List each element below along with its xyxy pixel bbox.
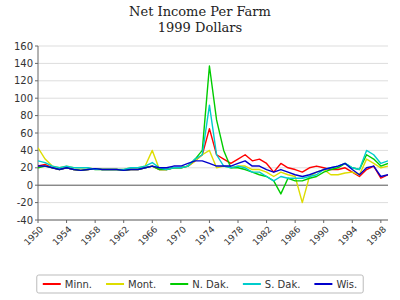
legend-label: Wis. — [336, 279, 357, 290]
legend-swatch — [243, 283, 261, 285]
legend-item: Minn. — [43, 279, 92, 290]
lines — [38, 66, 388, 203]
x-tick — [266, 220, 267, 223]
y-tick-label: 100 — [14, 93, 33, 104]
legend-label: N. Dak. — [192, 279, 229, 290]
x-tick-label: 1982 — [251, 224, 274, 247]
x-tick-label: 1950 — [22, 224, 45, 247]
x-tick-label: 1970 — [165, 224, 188, 247]
legend-item: S. Dak. — [243, 279, 301, 290]
legend-box — [37, 275, 363, 293]
legend-item: Wis. — [314, 279, 357, 290]
x-tick — [352, 220, 353, 223]
title-line: 1999 Dollars — [158, 20, 242, 35]
legend-swatch — [314, 283, 332, 285]
x-axis-line — [38, 220, 388, 221]
legend-item: N. Dak. — [170, 279, 229, 290]
y-tick-label: 40 — [20, 145, 33, 156]
series-line — [38, 66, 388, 194]
legend-label: Mont. — [128, 279, 156, 290]
grid-line — [38, 115, 388, 116]
grid-line — [38, 150, 388, 151]
x-tick — [152, 220, 153, 223]
x-tick — [295, 220, 296, 223]
x-tick — [66, 220, 67, 223]
x-tick — [238, 220, 239, 223]
x-tick-label: 1966 — [136, 224, 159, 247]
legend-label: S. Dak. — [265, 279, 301, 290]
x-tick-label: 1990 — [308, 224, 331, 247]
x-tick — [323, 220, 324, 223]
legend-item: Mont. — [106, 279, 156, 290]
x-tick-label: 1958 — [79, 224, 102, 247]
y-tick-label: 120 — [14, 75, 33, 86]
title-line: Net Income Per Farm — [129, 4, 271, 19]
y-tick-label: -20 — [17, 197, 33, 208]
x-tick — [380, 220, 381, 223]
grid-line — [38, 63, 388, 64]
legend: Minn. Mont. N. Dak. S. Dak. Wis. — [37, 275, 363, 293]
x-tick — [209, 220, 210, 223]
series-line — [38, 148, 388, 203]
y-grid — [38, 46, 388, 220]
x-tick-label: 1998 — [365, 224, 388, 247]
y-tick-label: 60 — [20, 128, 33, 139]
x-tick-label: 1994 — [336, 224, 359, 247]
series-line — [38, 129, 388, 179]
x-tick — [95, 220, 96, 223]
legend-swatch — [106, 283, 124, 285]
x-tick — [38, 220, 39, 223]
series-line — [38, 105, 388, 181]
y-axis-line — [38, 46, 39, 220]
x-tick — [123, 220, 124, 223]
grid-line — [38, 202, 388, 203]
x-tick-label: 1974 — [193, 224, 216, 247]
legend-swatch — [43, 283, 61, 285]
y-tick-label: 20 — [20, 162, 33, 173]
legend-swatch — [170, 283, 188, 285]
y-axis: -40 -20 0 20 40 60 80 100 120 140 160 — [14, 41, 38, 226]
grid-line — [38, 220, 388, 221]
title: Net Income Per Farm1999 Dollars — [129, 4, 271, 35]
x-axis: 1950 19541958 19621966 19701974 1978 19821986… — [22, 220, 388, 247]
grid-line — [38, 185, 388, 186]
grid-line — [38, 80, 388, 81]
x-tick-label: 1954 — [51, 224, 74, 247]
y-tick-label: 80 — [20, 110, 33, 121]
grid-line — [38, 46, 388, 47]
x-tick — [180, 220, 181, 223]
y-tick-label: 160 — [14, 41, 33, 52]
x-tick-label: 1986 — [279, 224, 302, 247]
y-tick-label: 140 — [14, 58, 33, 69]
y-tick-label: -40 — [17, 215, 33, 226]
y-tick-label: 0 — [27, 180, 33, 191]
x-tick-label: 1978 — [222, 224, 245, 247]
chart: Net Income Per Farm1999 Dollars -40 -20 0 20… — [0, 0, 400, 300]
legend-label: Minn. — [65, 279, 92, 290]
x-tick-label: 1962 — [108, 224, 131, 247]
series-line — [38, 161, 388, 177]
